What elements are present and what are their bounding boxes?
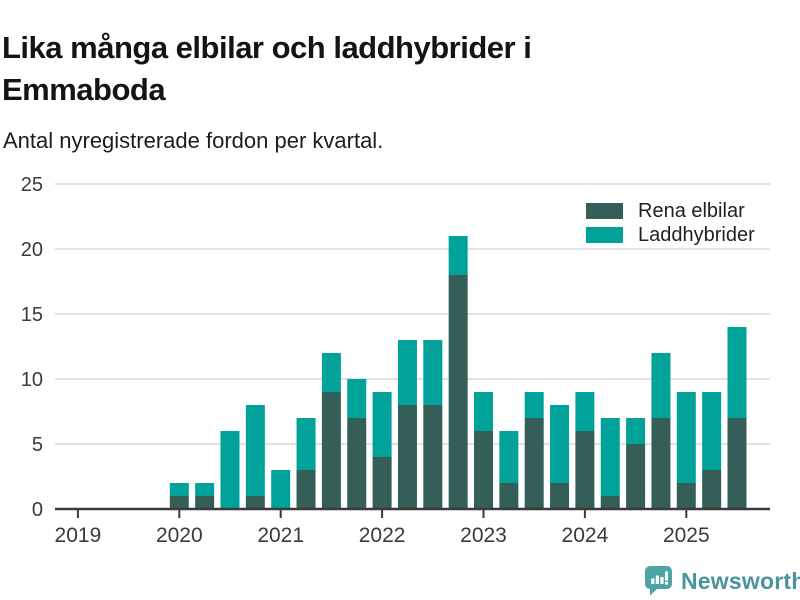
bar-segment-laddhybrider (474, 392, 493, 431)
x-tick-label: 2021 (257, 524, 304, 547)
bar-segment-laddhybrider (550, 405, 570, 483)
x-tick-label: 2022 (359, 524, 406, 547)
bar-segment-rena-elbilar (448, 275, 468, 509)
bar-segment-rena-elbilar (600, 496, 620, 509)
bar-segment-rena-elbilar (474, 431, 493, 509)
bar-segment-laddhybrider (702, 392, 722, 470)
newsworthy-wordmark: Newsworthy (681, 568, 800, 594)
bar-segment-laddhybrider (321, 353, 341, 392)
bar-segment-laddhybrider (448, 236, 468, 275)
bar-segment-laddhybrider (220, 431, 240, 509)
bar-segment-rena-elbilar (321, 392, 341, 509)
x-tick-label: 2019 (55, 524, 102, 547)
legend-swatch-rena-elbilar (586, 203, 623, 219)
bar-segment-laddhybrider (271, 470, 291, 509)
bar-segment-rena-elbilar (499, 483, 519, 509)
y-tick-label: 20 (21, 239, 43, 261)
bar-segment-rena-elbilar (195, 496, 215, 509)
bar-segment-laddhybrider (423, 340, 443, 405)
bar-segment-rena-elbilar (423, 405, 443, 509)
legend-label: Rena elbilar (638, 199, 745, 222)
bar-segment-rena-elbilar (397, 405, 417, 509)
x-tick-label: 2025 (663, 524, 710, 547)
chart-subtitle: Antal nyregistrerade fordon per kvartal. (3, 128, 384, 153)
y-tick-label: 0 (32, 499, 43, 521)
bar-segment-rena-elbilar (524, 418, 544, 509)
bar-segment-rena-elbilar (245, 496, 265, 509)
bar-segment-laddhybrider (524, 392, 544, 418)
newsworthy-speech-bubble-icon (645, 566, 672, 596)
legend-item-laddhybrider: Laddhybrider (586, 224, 755, 246)
chart-title: Lika många elbilar och laddhybrider i Em… (2, 29, 532, 107)
y-tick-label: 25 (21, 174, 43, 196)
bar-segment-rena-elbilar (347, 418, 367, 509)
y-tick-label: 10 (21, 369, 43, 391)
bar-segment-laddhybrider (676, 392, 696, 483)
legend-label: Laddhybrider (638, 223, 755, 246)
bar-segment-laddhybrider (397, 340, 417, 405)
bar-segment-rena-elbilar (550, 483, 570, 509)
bar-segment-laddhybrider (245, 405, 265, 496)
bar-segment-laddhybrider (600, 418, 620, 496)
x-tick-label: 2020 (156, 524, 203, 547)
x-tick-label: 2023 (460, 524, 507, 547)
y-tick-label: 15 (21, 304, 43, 326)
bar-segment-rena-elbilar (727, 418, 747, 509)
bar-segment-laddhybrider (195, 483, 215, 496)
legend-item-rena-elbilar: Rena elbilar (586, 200, 755, 222)
bar-segment-laddhybrider (347, 379, 367, 418)
x-tick-label: 2024 (562, 524, 609, 547)
bar-segment-laddhybrider (575, 392, 595, 431)
bar-segment-rena-elbilar (702, 470, 722, 509)
bar-segment-rena-elbilar (626, 444, 646, 509)
bar-segment-laddhybrider (169, 483, 189, 496)
bar-segment-laddhybrider (626, 418, 646, 444)
bar-segment-rena-elbilar (296, 470, 316, 509)
bar-segment-laddhybrider (499, 431, 519, 483)
newsworthy-logo: Newsworthy (644, 565, 800, 596)
bar-segment-rena-elbilar (676, 483, 696, 509)
bar-segment-rena-elbilar (169, 496, 189, 509)
y-tick-label: 5 (32, 434, 43, 456)
bar-segment-rena-elbilar (372, 457, 392, 509)
bar-segment-laddhybrider (372, 392, 392, 457)
legend: Rena elbilar Laddhybrider (586, 200, 755, 251)
bar-segment-laddhybrider (727, 327, 747, 418)
bar-segment-laddhybrider (651, 353, 671, 418)
bar-segment-rena-elbilar (575, 431, 595, 509)
legend-swatch-laddhybrider (586, 227, 623, 243)
bar-segment-rena-elbilar (651, 418, 671, 509)
bar-segment-laddhybrider (296, 418, 316, 470)
